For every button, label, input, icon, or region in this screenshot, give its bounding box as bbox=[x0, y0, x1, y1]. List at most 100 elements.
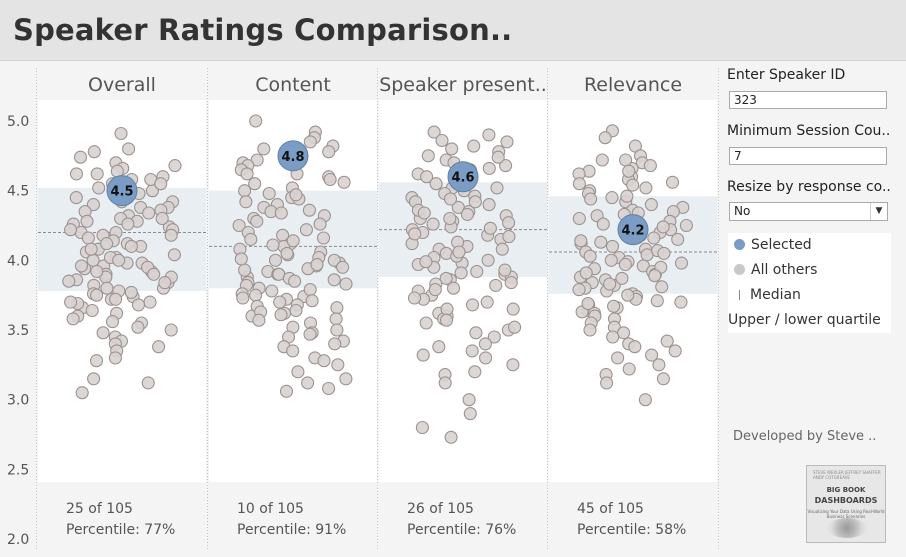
data-point[interactable] bbox=[506, 302, 520, 316]
data-point[interactable] bbox=[266, 238, 280, 252]
selected-point[interactable] bbox=[617, 214, 649, 246]
data-point[interactable] bbox=[650, 294, 664, 308]
data-point[interactable] bbox=[274, 206, 288, 220]
data-point[interactable] bbox=[618, 257, 632, 272]
data-point[interactable] bbox=[313, 217, 327, 231]
data-point[interactable] bbox=[265, 284, 279, 298]
data-point[interactable] bbox=[87, 145, 101, 159]
selected-point[interactable] bbox=[447, 161, 479, 193]
data-point[interactable] bbox=[303, 135, 317, 149]
data-point[interactable] bbox=[92, 181, 106, 195]
data-point[interactable] bbox=[435, 133, 449, 148]
data-point[interactable] bbox=[487, 330, 501, 344]
data-point[interactable] bbox=[480, 295, 494, 309]
data-point[interactable] bbox=[75, 386, 89, 400]
data-point[interactable] bbox=[467, 139, 481, 153]
data-point[interactable] bbox=[465, 298, 480, 312]
data-point[interactable] bbox=[114, 126, 128, 141]
data-point[interactable] bbox=[415, 420, 429, 435]
data-point[interactable] bbox=[572, 177, 586, 191]
data-point[interactable] bbox=[482, 198, 496, 212]
data-point[interactable] bbox=[489, 278, 503, 292]
data-point[interactable] bbox=[572, 211, 586, 226]
data-point[interactable] bbox=[617, 326, 631, 340]
data-point[interactable] bbox=[574, 234, 588, 248]
data-point[interactable] bbox=[483, 221, 497, 235]
data-point[interactable] bbox=[142, 206, 156, 220]
data-point[interactable] bbox=[674, 295, 688, 309]
data-point[interactable] bbox=[274, 308, 288, 322]
data-point[interactable] bbox=[460, 207, 474, 221]
data-point[interactable] bbox=[62, 274, 76, 288]
data-point[interactable] bbox=[100, 237, 114, 251]
data-point[interactable] bbox=[268, 253, 283, 267]
data-point[interactable] bbox=[64, 295, 78, 309]
data-point[interactable] bbox=[572, 283, 586, 297]
data-point[interactable] bbox=[432, 340, 446, 354]
data-point[interactable] bbox=[419, 255, 433, 269]
data-point[interactable] bbox=[66, 312, 80, 326]
data-point[interactable] bbox=[508, 320, 522, 334]
data-point[interactable] bbox=[502, 216, 516, 230]
data-point[interactable] bbox=[323, 172, 337, 187]
data-point[interactable] bbox=[417, 206, 431, 220]
data-point[interactable] bbox=[317, 354, 331, 368]
data-point[interactable] bbox=[595, 153, 609, 167]
data-point[interactable] bbox=[330, 301, 344, 315]
data-point[interactable] bbox=[250, 214, 264, 228]
data-point[interactable] bbox=[100, 281, 114, 295]
data-point[interactable] bbox=[143, 295, 157, 309]
data-point[interactable] bbox=[305, 294, 319, 308]
data-point[interactable] bbox=[427, 125, 441, 139]
data-point[interactable] bbox=[657, 246, 671, 260]
data-point[interactable] bbox=[131, 320, 145, 334]
data-point[interactable] bbox=[598, 131, 612, 145]
data-point[interactable] bbox=[322, 381, 336, 396]
data-point[interactable] bbox=[289, 188, 303, 202]
data-point[interactable] bbox=[303, 283, 317, 297]
data-point[interactable] bbox=[643, 159, 657, 173]
data-point[interactable] bbox=[421, 149, 435, 163]
data-point[interactable] bbox=[438, 376, 452, 390]
data-point[interactable] bbox=[426, 217, 440, 231]
data-point[interactable] bbox=[638, 393, 652, 407]
data-point[interactable] bbox=[80, 214, 94, 228]
data-point[interactable] bbox=[498, 263, 512, 277]
developer-credit[interactable]: Developed by Steve .. bbox=[733, 429, 877, 444]
data-point[interactable] bbox=[87, 372, 101, 386]
data-point[interactable] bbox=[499, 159, 513, 173]
data-point[interactable] bbox=[583, 323, 597, 337]
data-point[interactable] bbox=[444, 430, 458, 444]
data-point[interactable] bbox=[647, 231, 661, 245]
data-point[interactable] bbox=[606, 330, 620, 344]
data-point[interactable] bbox=[429, 177, 443, 191]
data-point[interactable] bbox=[665, 175, 680, 189]
data-point[interactable] bbox=[648, 269, 662, 283]
data-point[interactable] bbox=[249, 288, 263, 302]
data-point[interactable] bbox=[121, 217, 135, 231]
legend-item-median[interactable]: Median bbox=[734, 287, 801, 303]
data-point[interactable] bbox=[428, 283, 442, 297]
data-point[interactable] bbox=[339, 372, 353, 386]
data-point[interactable] bbox=[280, 246, 294, 260]
data-point[interactable] bbox=[652, 358, 666, 372]
data-point[interactable] bbox=[86, 198, 100, 212]
data-point[interactable] bbox=[288, 274, 302, 288]
data-point[interactable] bbox=[330, 323, 344, 337]
data-point[interactable] bbox=[445, 142, 459, 156]
data-point[interactable] bbox=[248, 177, 262, 191]
data-point[interactable] bbox=[584, 192, 598, 206]
data-point[interactable] bbox=[408, 227, 422, 241]
data-point[interactable] bbox=[90, 288, 104, 302]
data-point[interactable] bbox=[481, 253, 495, 267]
data-point[interactable] bbox=[73, 150, 88, 164]
data-point[interactable] bbox=[96, 326, 110, 340]
data-point[interactable] bbox=[74, 259, 89, 273]
data-point[interactable] bbox=[302, 203, 316, 217]
data-point[interactable] bbox=[644, 198, 658, 212]
selected-point[interactable] bbox=[106, 175, 138, 207]
data-point[interactable] bbox=[674, 256, 689, 270]
data-point[interactable] bbox=[273, 295, 287, 309]
data-point[interactable] bbox=[234, 252, 248, 266]
data-point[interactable] bbox=[291, 365, 305, 379]
